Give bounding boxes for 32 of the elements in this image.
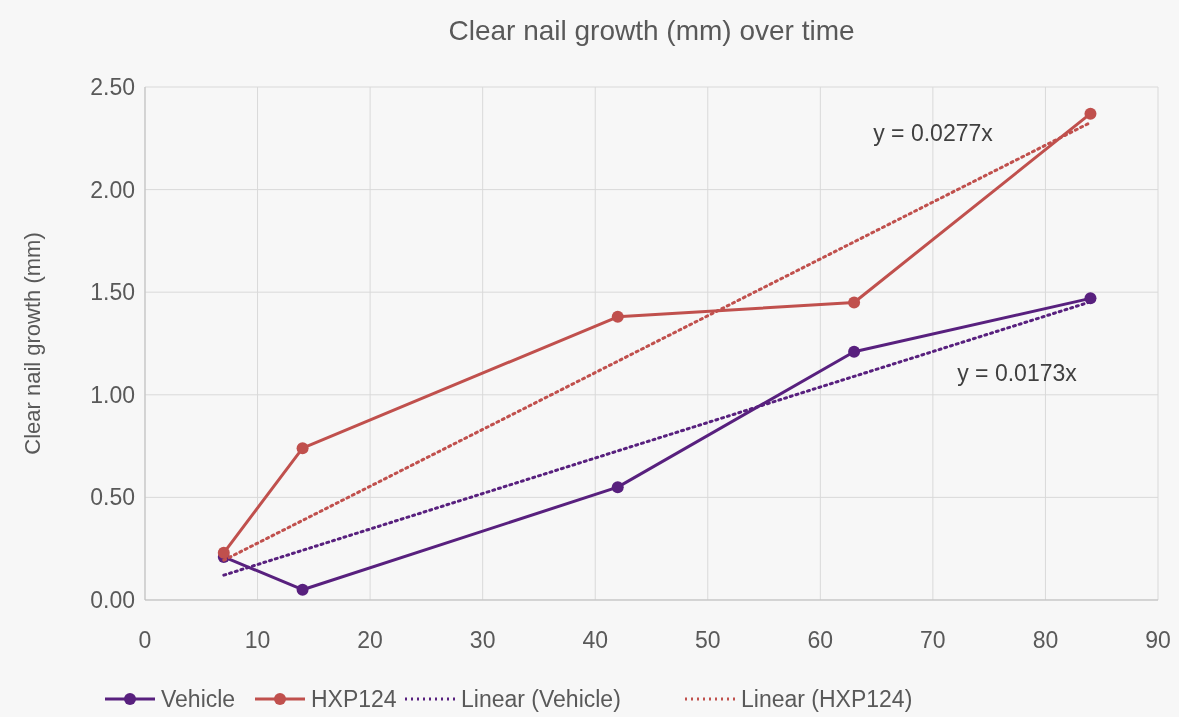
y-tick-label: 0.50 <box>90 484 135 511</box>
legend-label: HXP124 <box>311 686 397 712</box>
y-tick-label: 2.00 <box>90 176 135 203</box>
x-tick-label: 40 <box>582 627 609 653</box>
x-tick-label: 90 <box>1145 627 1171 653</box>
point <box>848 345 861 358</box>
x-tick-label: 80 <box>1032 627 1059 653</box>
annotation: y = 0.0277x <box>873 120 994 146</box>
x-tick-label: 50 <box>694 627 721 653</box>
y-tick-label: 1.50 <box>90 279 135 306</box>
point <box>848 296 861 309</box>
point <box>611 481 624 494</box>
legend-label: Vehicle <box>161 686 236 712</box>
y-axis-title: Clear nail growth (mm) <box>20 232 45 455</box>
point <box>296 442 309 455</box>
x-tick-label: 70 <box>920 627 946 653</box>
y-tick-label: 0.00 <box>90 587 135 613</box>
x-tick-label: 60 <box>807 627 834 653</box>
legend-label: Linear (HXP124) <box>741 686 913 712</box>
x-tick-label: 20 <box>357 627 383 653</box>
annotation: y = 0.0173x <box>957 360 1078 386</box>
y-tick-label: 2.50 <box>90 74 135 100</box>
x-tick-label: 10 <box>244 627 271 653</box>
point <box>217 546 230 559</box>
x-tick-label: 0 <box>138 627 152 653</box>
point <box>611 310 624 323</box>
point <box>1084 107 1097 120</box>
y-tick-label: 1.00 <box>90 381 135 408</box>
legend-label: Linear (Vehicle) <box>461 686 621 712</box>
chart-title: Clear nail growth (mm) over time <box>448 15 855 46</box>
x-tick-label: 30 <box>469 627 496 653</box>
point <box>296 583 309 596</box>
